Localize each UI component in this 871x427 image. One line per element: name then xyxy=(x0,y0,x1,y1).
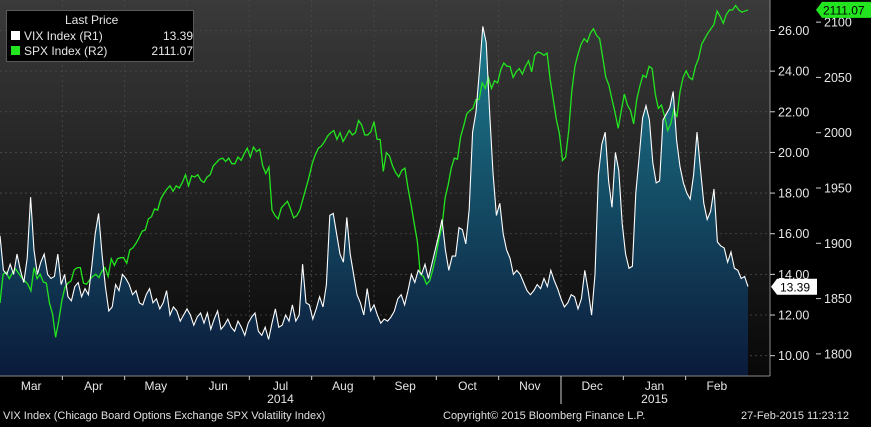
x-tick-label: Jul xyxy=(273,379,288,393)
vix-series-line xyxy=(0,26,749,340)
year-label: 2014 xyxy=(267,392,294,406)
spx-tick-label: 2100 xyxy=(824,16,852,30)
vix-tick-label: 16.00 xyxy=(778,227,809,241)
x-tick-label: Dec xyxy=(581,379,602,393)
vix-tick-label: 22.00 xyxy=(778,105,809,119)
x-tick-label: Apr xyxy=(84,379,103,393)
vix-tick-label: 14.00 xyxy=(778,268,809,282)
legend-vix-value: 13.39 xyxy=(162,29,193,43)
spx-last-value-label: 2111.07 xyxy=(823,3,865,17)
x-tick-label: Nov xyxy=(519,379,540,393)
spx-tick-label: 2050 xyxy=(824,71,852,85)
spx-tick-label: 1800 xyxy=(824,347,852,361)
x-tick-label: Jun xyxy=(208,379,227,393)
spx-last-value-tag xyxy=(816,1,871,18)
vix-tick-label: 12.00 xyxy=(778,309,809,323)
vix-tick-label: 10.00 xyxy=(778,349,809,363)
legend-spx-label: SPX Index (R2) xyxy=(24,44,108,58)
x-tick-label: May xyxy=(144,379,167,393)
x-tick-label: Oct xyxy=(458,379,477,393)
spx-axis-ticks: 1800 1850 1900 1950 2000 2050 2100 xyxy=(816,16,852,361)
vix-last-value-label: 13.39 xyxy=(780,280,810,294)
vix-tick-label: 26.00 xyxy=(778,24,809,38)
vix-tick-label: 20.00 xyxy=(778,146,809,160)
x-tick-label: Mar xyxy=(21,379,42,393)
x-axis-ticks: Mar Apr May Jun Jul Aug Sep Oct Nov Dec Jan Feb xyxy=(21,376,727,393)
vix-tick-label: 18.00 xyxy=(778,187,809,201)
year-label: 2015 xyxy=(641,392,668,406)
x-tick-label: Sep xyxy=(394,379,416,393)
spx-tick-label: 1850 xyxy=(824,292,852,306)
legend-title: Last Price xyxy=(65,13,119,27)
vix-axis-ticks: 10.00 12.00 14.00 16.00 18.00 20.00 22.00 24.00… xyxy=(770,24,809,363)
legend-spx-value: 2111.07 xyxy=(151,44,193,58)
x-tick-label: Aug xyxy=(332,379,353,393)
spx-tick-label: 1950 xyxy=(824,182,852,196)
x-tick-label: Feb xyxy=(706,379,727,393)
spx-tick-label: 1900 xyxy=(824,237,852,251)
vix-swatch xyxy=(11,31,20,40)
vix-last-value-tag xyxy=(771,278,817,295)
year-axis-labels: 2014 2015 xyxy=(267,376,668,406)
footer-source: VIX Index (Chicago Board Options Exchang… xyxy=(3,410,326,422)
spx-tick-label: 2000 xyxy=(824,126,852,140)
vix-tick-label: 24.00 xyxy=(778,65,809,79)
spx-swatch xyxy=(11,46,20,55)
footer-copyright: Copyright© 2015 Bloomberg Finance L.P. xyxy=(443,410,646,422)
spx-series-line xyxy=(0,4,749,338)
x-tick-label: Jan xyxy=(645,379,664,393)
legend-vix-label: VIX Index (R1) xyxy=(24,29,103,43)
footer-timestamp: 27-Feb-2015 11:23:12 xyxy=(741,410,850,422)
legend: Last Price VIX Index (R1) 13.39 SPX Inde… xyxy=(6,10,194,62)
last-value-tags: 13.39 2111.07 xyxy=(771,1,871,295)
